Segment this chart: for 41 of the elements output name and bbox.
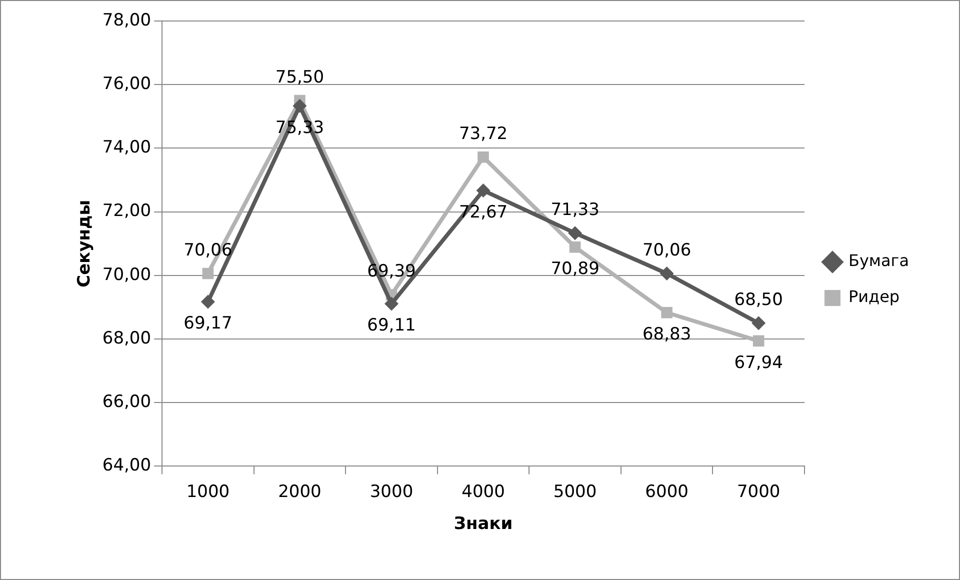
legend-label: Ридер (848, 287, 900, 306)
point (661, 306, 672, 318)
y-tick-label: 74,00 (102, 138, 152, 158)
point (200, 294, 215, 309)
point (568, 226, 582, 240)
data-label: 67,94 (734, 352, 783, 373)
point (476, 183, 490, 198)
x-tick-label: 3000 (370, 482, 414, 502)
y-tick-label: 64,00 (102, 456, 152, 476)
y-tick-label: 66,00 (102, 392, 152, 412)
data-label: 68,83 (642, 324, 692, 345)
x-tick-label: 1000 (186, 482, 230, 502)
data-label: 70,06 (642, 240, 692, 260)
data-label: 75,50 (275, 67, 324, 88)
data-label: 73,72 (458, 124, 508, 144)
y-axis-title: Секунды (74, 200, 95, 288)
point (752, 316, 766, 330)
y-tick-label: 68,00 (102, 328, 152, 348)
y-tick-label: 76,00 (102, 74, 152, 94)
point (569, 241, 581, 253)
x-tick-label: 2000 (278, 482, 322, 502)
point (660, 266, 674, 280)
y-tick-label: 78,00 (102, 10, 152, 30)
x-tick-label: 7000 (736, 482, 780, 502)
data-label: 68,50 (734, 290, 783, 310)
point (384, 296, 398, 311)
x-tick-label: 5000 (553, 482, 597, 502)
x-tick-label: 6000 (645, 482, 688, 502)
x-tick-label: 4000 (462, 482, 505, 502)
point (292, 98, 307, 113)
data-label: 70,89 (550, 259, 600, 280)
data-label: 69,17 (184, 314, 232, 334)
y-tick-label: 70,00 (102, 264, 152, 285)
point (752, 335, 764, 347)
y-tick-label: 72,00 (102, 201, 152, 222)
data-label: 71,33 (550, 200, 600, 220)
point (202, 268, 214, 280)
point (478, 151, 489, 163)
legend-label: Бумага (848, 251, 909, 270)
data-label: 69,11 (367, 316, 416, 336)
x-axis-title: Знаки (454, 514, 513, 534)
